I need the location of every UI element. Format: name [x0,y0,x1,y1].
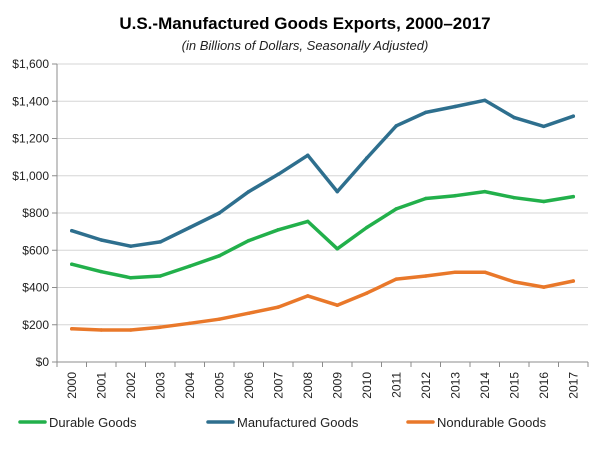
y-tick-label: $400 [22,281,49,295]
data-point-nondurable-goods [512,280,516,284]
x-tick-label: 2014 [478,372,492,399]
data-point-durable-goods [571,194,575,199]
data-point-durable-goods [365,225,369,230]
data-point-nondurable-goods [365,291,369,295]
data-point-manufactured-goods [512,115,516,120]
y-tick-label: $1,200 [12,132,49,146]
y-tick-label: $1,400 [12,94,49,108]
y-tick-label: $200 [22,318,49,332]
data-point-durable-goods [453,193,457,198]
data-point-manufactured-goods [424,110,428,115]
data-point-manufactured-goods [158,240,162,244]
data-point-nondurable-goods [571,279,575,283]
x-tick-label: 2010 [360,372,374,399]
data-point-nondurable-goods [542,285,546,289]
data-point-nondurable-goods [483,270,487,274]
data-point-durable-goods [335,247,339,251]
x-tick-label: 2004 [183,372,197,399]
data-point-nondurable-goods [70,327,74,331]
data-point-manufactured-goods [394,124,398,128]
data-point-manufactured-goods [217,211,221,215]
data-point-manufactured-goods [306,153,310,158]
data-point-nondurable-goods [335,303,339,307]
data-point-durable-goods [306,219,310,224]
x-tick-label: 2000 [65,372,79,399]
data-point-nondurable-goods [453,270,457,274]
data-point-nondurable-goods [276,305,280,309]
x-tick-label: 2012 [419,372,433,399]
y-tick-label: $1,000 [12,169,49,183]
data-point-durable-goods [542,199,546,204]
gridlines [57,63,588,326]
data-point-durable-goods [394,207,398,211]
legend: Durable Goods Manufactured Goods Nondurabl… [18,415,547,430]
data-point-nondurable-goods [99,328,103,332]
data-point-manufactured-goods [335,189,339,194]
data-point-manufactured-goods [247,189,251,194]
data-point-durable-goods [158,274,162,278]
chart-title: U.S.-Manufactured Goods Exports, 2000–20… [119,14,490,33]
data-point-manufactured-goods [188,225,192,230]
y-tick-label: $600 [22,243,49,257]
data-point-nondurable-goods [129,328,133,332]
data-point-durable-goods [247,238,251,243]
x-tick-label: 2015 [507,372,521,399]
data-point-durable-goods [217,254,221,258]
series-line-durable-goods [70,189,576,280]
data-point-durable-goods [424,196,428,201]
data-point-nondurable-goods [394,277,398,281]
data-point-manufactured-goods [276,172,280,177]
data-point-durable-goods [70,262,74,266]
legend-label-durable-goods: Durable Goods [49,415,137,430]
data-point-durable-goods [512,195,516,200]
data-point-durable-goods [99,269,103,274]
data-point-nondurable-goods [217,317,221,321]
data-point-durable-goods [129,276,133,280]
x-tick-label: 2013 [448,372,462,399]
data-point-nondurable-goods [424,274,428,278]
data-point-manufactured-goods [571,114,575,118]
x-axis-ticks: 2000 2001 2002 2003 2004 2005 2006 2007 2008 2009… [56,362,589,399]
data-point-nondurable-goods [158,325,162,329]
x-tick-label: 2001 [94,372,108,399]
data-point-nondurable-goods [188,321,192,326]
data-point-nondurable-goods [306,294,310,298]
x-tick-label: 2017 [566,372,580,399]
chart-subtitle: (in Billions of Dollars, Seasonally Adju… [182,38,429,53]
data-point-manufactured-goods [542,124,546,129]
x-tick-label: 2009 [330,372,344,399]
x-tick-label: 2002 [124,372,138,399]
data-point-durable-goods [276,228,280,232]
data-point-manufactured-goods [99,238,103,242]
data-point-manufactured-goods [483,98,487,103]
y-tick-label: $0 [36,355,50,369]
x-tick-label: 2016 [537,372,551,399]
data-point-manufactured-goods [129,244,133,248]
data-point-nondurable-goods [247,311,251,315]
y-axis-ticks: $0 $200 $400 $600 $800 $1,000 $1,200 $1,400 $1,6… [12,57,57,369]
series-lines [70,98,576,332]
x-tick-label: 2005 [212,372,226,399]
x-tick-label: 2008 [301,372,315,399]
legend-label-nondurable-goods: Nondurable Goods [437,415,547,430]
series-line-nondurable-goods [70,270,576,332]
legend-label-manufactured-goods: Manufactured Goods [237,415,359,430]
data-point-manufactured-goods [365,156,369,160]
x-tick-label: 2003 [153,372,167,399]
data-point-manufactured-goods [453,104,457,109]
data-point-durable-goods [188,264,192,268]
y-tick-label: $1,600 [12,57,49,71]
x-tick-label: 2007 [271,372,285,399]
data-point-durable-goods [483,189,487,194]
x-tick-label: 2011 [389,372,403,398]
data-point-manufactured-goods [70,228,74,233]
x-tick-label: 2006 [242,372,256,399]
series-line-manufactured-goods [70,98,576,248]
y-tick-label: $800 [22,206,49,220]
